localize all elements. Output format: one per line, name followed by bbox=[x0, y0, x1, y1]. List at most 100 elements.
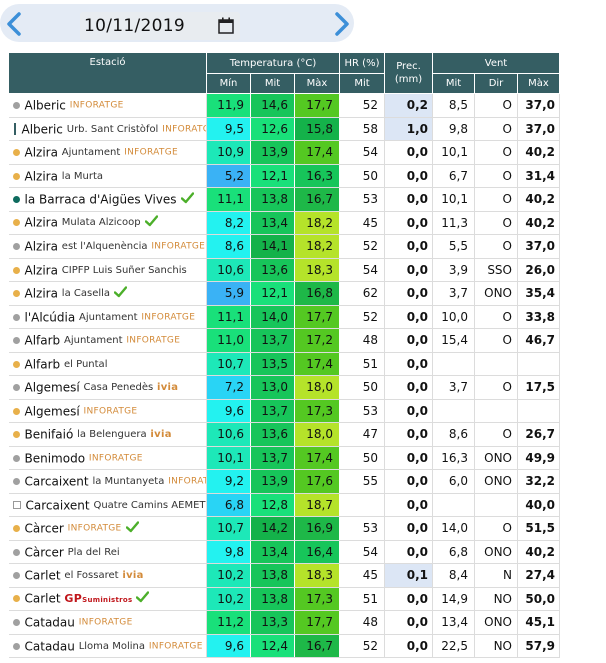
date-input[interactable]: 10/11/2019 bbox=[80, 12, 240, 40]
header-vent-max[interactable]: Màx bbox=[517, 73, 560, 94]
station-status-dot bbox=[12, 572, 20, 579]
station-name[interactable]: Carcaixent bbox=[24, 474, 89, 489]
table-row[interactable]: Alzira CIPFP Luis Suñer Sanchis 10,6 13,6 1… bbox=[8, 258, 560, 282]
station-cell[interactable]: Alzira la Murta bbox=[8, 164, 207, 188]
station-location: Ajuntament bbox=[61, 147, 121, 158]
wind-mit-cell: 3,7 bbox=[432, 281, 475, 306]
temp-min-cell: 7,2 bbox=[206, 375, 251, 400]
table-row[interactable]: Alberic Urb. Sant Cristòfol INFORATGE9,5… bbox=[8, 117, 560, 141]
header-vent-dir[interactable]: Dir bbox=[474, 73, 518, 94]
table-row[interactable]: Algemesí INFORATGE 9,6 13,7 17,3 53 0,0 bbox=[8, 399, 560, 423]
station-cell[interactable]: Carlet GPSuministros bbox=[8, 587, 207, 611]
table-row[interactable]: la Barraca d'Aigües Vives 11,1 13,8 16,7 53 0… bbox=[8, 187, 560, 212]
table-row[interactable]: Alzira Mulata Alzicoop 8,2 13,4 18,2 45 0,0 11… bbox=[8, 211, 560, 235]
table-row[interactable]: Alzira Ajuntament INFORATGE 10,9 13,9 17,4 5… bbox=[8, 140, 560, 165]
station-name[interactable]: Alfarb bbox=[24, 333, 61, 348]
temp-mit-cell: 12,8 bbox=[250, 493, 295, 517]
station-name[interactable]: Alzira bbox=[24, 145, 58, 160]
station-cell[interactable]: Catadau Lloma Molina INFORATGE bbox=[8, 634, 207, 658]
station-name[interactable]: Carlet bbox=[24, 568, 61, 583]
station-cell[interactable]: Benifaió la Belenguera ivia bbox=[8, 422, 207, 447]
table-row[interactable]: Algemesí Casa Penedès ivia 7,2 13,0 18,0 50 0… bbox=[8, 375, 560, 400]
table-row[interactable]: Alberic INFORATGE 11,9 14,6 17,7 52 0,2 8,5 O 37… bbox=[8, 93, 560, 118]
station-cell[interactable]: Alberic INFORATGE bbox=[8, 93, 207, 118]
station-cell[interactable]: l'Alcúdia Ajuntament INFORATGE bbox=[8, 305, 207, 329]
station-cell[interactable]: Alfarb el Puntal bbox=[8, 352, 207, 376]
previous-day-arrow-icon[interactable] bbox=[4, 11, 24, 37]
header-hr-mit[interactable]: Mit bbox=[339, 73, 385, 94]
station-name[interactable]: l'Alcúdia bbox=[24, 310, 76, 324]
header-temp-max[interactable]: Màx bbox=[294, 73, 340, 94]
table-row[interactable]: Alfarb Ajuntament INFORATGE 11,0 13,7 17,2 4… bbox=[8, 328, 560, 353]
station-location: la Casella bbox=[61, 287, 111, 299]
station-name[interactable]: Carlet bbox=[24, 591, 61, 606]
wind-dir-cell: O bbox=[474, 516, 518, 541]
station-cell[interactable]: Carcaixent Quatre Camins AEMET bbox=[8, 493, 207, 517]
station-name[interactable]: Algemesí bbox=[24, 380, 80, 395]
station-name[interactable]: la Barraca d'Aigües Vives bbox=[24, 192, 177, 207]
station-name[interactable]: Alberic bbox=[21, 122, 63, 136]
station-name[interactable]: Alzira bbox=[24, 286, 58, 301]
table-row[interactable]: Alfarb el Puntal 10,7 13,5 17,4 51 0,0 bbox=[8, 352, 560, 376]
temp-min-cell: 9,6 bbox=[206, 634, 251, 658]
table-row[interactable]: Catadau Lloma Molina INFORATGE 9,6 12,4 16,… bbox=[8, 634, 560, 658]
station-cell[interactable]: Alfarb Ajuntament INFORATGE bbox=[8, 328, 207, 353]
table-row[interactable]: Catadau INFORATGE 11,2 13,3 17,7 48 0,0 13,4 ON… bbox=[8, 610, 560, 635]
station-cell[interactable]: Algemesí Casa Penedès ivia bbox=[8, 375, 207, 400]
station-cell[interactable]: Benimodo INFORATGE bbox=[8, 446, 207, 470]
station-cell[interactable]: Alzira Ajuntament INFORATGE bbox=[8, 140, 207, 165]
calendar-icon[interactable] bbox=[218, 17, 234, 34]
station-name[interactable]: Alzira bbox=[24, 215, 58, 230]
station-name[interactable]: Alberic bbox=[24, 98, 66, 113]
date-navigation-bar: 10/11/2019 bbox=[0, 4, 354, 42]
station-name[interactable]: Càrcer bbox=[24, 545, 64, 559]
header-estacio[interactable]: Estació bbox=[8, 52, 207, 94]
temp-max-cell: 17,6 bbox=[294, 469, 340, 494]
station-name[interactable]: Alzira bbox=[24, 169, 58, 183]
table-row[interactable]: l'Alcúdia Ajuntament INFORATGE 11,1 14,0 17… bbox=[8, 305, 560, 329]
table-row[interactable]: Alzira est l'Alquenència INFORATGE 8,6 14,… bbox=[8, 234, 560, 259]
wind-mit-cell: 13,4 bbox=[432, 610, 475, 635]
table-row[interactable]: Alzira la Murta 5,2 12,1 16,3 50 0,0 6,7 O 31,4 bbox=[8, 164, 560, 188]
station-cell[interactable]: Alzira la Casella bbox=[8, 281, 207, 306]
station-name[interactable]: Carcaixent bbox=[25, 498, 90, 512]
header-temp-min[interactable]: Mín bbox=[206, 73, 251, 94]
next-day-arrow-icon[interactable] bbox=[332, 11, 352, 37]
station-name[interactable]: Alfarb bbox=[24, 357, 61, 371]
header-prec[interactable]: Prec. (mm) bbox=[384, 52, 433, 94]
table-row[interactable]: Carlet el Fossaret ivia 10,2 13,8 18,3 45 0,1… bbox=[8, 563, 560, 588]
station-name[interactable]: Alzira bbox=[24, 263, 58, 277]
header-vent-mit[interactable]: Mit bbox=[432, 73, 475, 94]
station-name[interactable]: Catadau bbox=[24, 615, 75, 630]
table-row[interactable]: Carcaixent Quatre Camins AEMET 6,8 12,8 18,… bbox=[8, 493, 560, 517]
station-cell[interactable]: Càrcer INFORATGE bbox=[8, 516, 207, 541]
header-temperatura: Temperatura (°C) bbox=[206, 52, 340, 74]
table-row[interactable]: Càrcer Pla del Rei 9,8 13,4 16,4 54 0,0 6,8 ONO… bbox=[8, 540, 560, 564]
station-cell[interactable]: la Barraca d'Aigües Vives bbox=[8, 187, 207, 212]
station-name[interactable]: Catadau bbox=[24, 639, 75, 653]
station-cell[interactable]: Alberic Urb. Sant Cristòfol INFORATGE bbox=[8, 117, 207, 141]
table-row[interactable]: Benifaió la Belenguera ivia 10,6 13,6 18,0 4… bbox=[8, 422, 560, 447]
table-row[interactable]: Benimodo INFORATGE 10,1 13,7 17,4 50 0,0 16,3 O… bbox=[8, 446, 560, 470]
station-cell[interactable]: Catadau INFORATGE bbox=[8, 610, 207, 635]
table-row[interactable]: Alzira la Casella 5,9 12,1 16,8 62 0,0 3,7 ONO 3… bbox=[8, 281, 560, 306]
station-name[interactable]: Algemesí bbox=[24, 404, 80, 418]
station-cell[interactable]: Alzira CIPFP Luis Suñer Sanchis bbox=[8, 258, 207, 282]
station-name[interactable]: Càrcer bbox=[24, 521, 64, 536]
table-row[interactable]: Carcaixent la Muntanyeta INFORATGE9,213,… bbox=[8, 469, 560, 494]
station-cell[interactable]: Carcaixent la Muntanyeta INFORATGE bbox=[8, 469, 207, 494]
header-temp-mit[interactable]: Mit bbox=[250, 73, 295, 94]
station-name[interactable]: Benifaió bbox=[24, 427, 74, 442]
wind-dir-cell: ONO bbox=[474, 540, 518, 564]
station-cell[interactable]: Carlet el Fossaret ivia bbox=[8, 563, 207, 588]
station-name[interactable]: Benimodo bbox=[24, 451, 86, 465]
station-cell[interactable]: Alzira Mulata Alzicoop bbox=[8, 211, 207, 235]
table-row[interactable]: Càrcer INFORATGE 10,7 14,2 16,9 53 0,0 14,0 O 51… bbox=[8, 516, 560, 541]
station-marker-square bbox=[12, 501, 21, 509]
station-name[interactable]: Alzira bbox=[24, 239, 58, 254]
temp-mit-cell: 12,6 bbox=[250, 117, 295, 141]
station-cell[interactable]: Alzira est l'Alquenència INFORATGE bbox=[8, 234, 207, 259]
table-row[interactable]: Carlet GPSuministros 10,2 13,8 17,3 51 0,0 14,… bbox=[8, 587, 560, 611]
station-cell[interactable]: Algemesí INFORATGE bbox=[8, 399, 207, 423]
station-cell[interactable]: Càrcer Pla del Rei bbox=[8, 540, 207, 564]
